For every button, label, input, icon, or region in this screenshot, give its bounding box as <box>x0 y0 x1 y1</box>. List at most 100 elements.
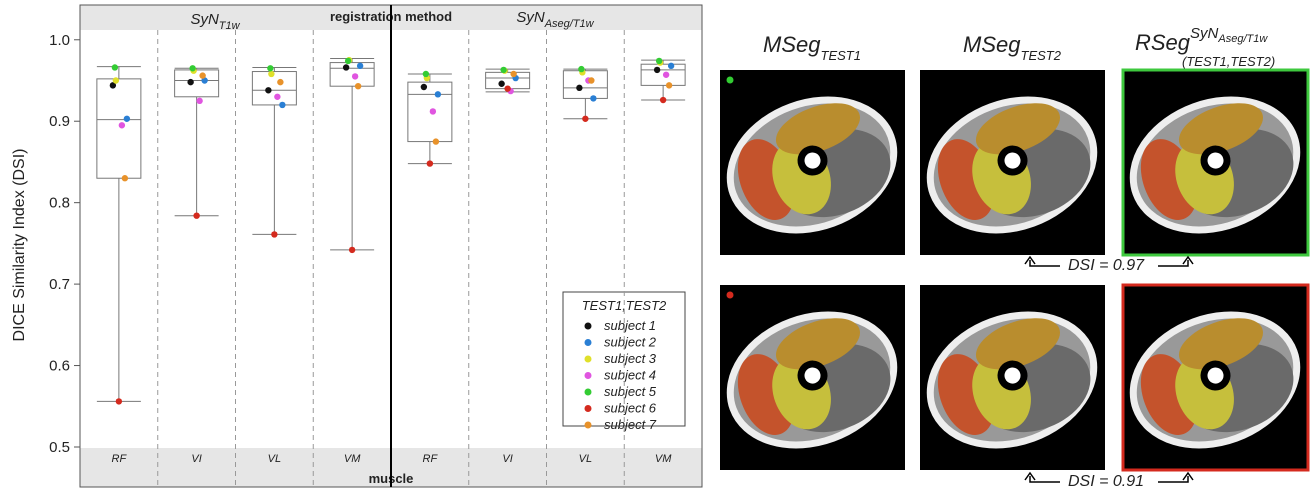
col-sup: SyN <box>1190 25 1219 42</box>
subject-point <box>343 64 349 70</box>
x-tick-label: RF <box>423 453 439 465</box>
legend-marker <box>585 422 592 429</box>
dsi-label: DSI = 0.91 <box>1068 473 1144 490</box>
group-name: SyN <box>516 9 545 26</box>
subject-point <box>265 87 271 93</box>
subject-point <box>430 108 436 114</box>
dsi-label: DSI = 0.97 <box>1068 257 1145 274</box>
box <box>252 72 296 105</box>
legend-label: subject 5 <box>604 384 657 399</box>
col-sup-sub: Aseg/T1w <box>1217 33 1268 45</box>
column-sub: (TEST1,TEST2) <box>1182 54 1275 69</box>
subject-point <box>588 77 594 83</box>
column-title: MSegTEST1 <box>763 32 861 63</box>
legend-label: subject 1 <box>604 318 656 333</box>
box <box>563 71 607 99</box>
legend-label: subject 6 <box>604 401 657 416</box>
subject-point <box>357 63 363 69</box>
col-sub: TEST2 <box>1021 48 1062 63</box>
figure: registration method muscle DICE Similari… <box>0 0 1315 491</box>
subject-point <box>660 97 666 103</box>
subject-point <box>427 160 433 166</box>
subject-point <box>500 67 506 73</box>
subject-point <box>421 84 427 90</box>
subject-point <box>656 58 662 64</box>
subject-point <box>268 71 274 77</box>
subject-point <box>576 85 582 91</box>
x-tick-label: VL <box>579 453 592 465</box>
subject-point <box>654 67 660 73</box>
subject-point <box>433 138 439 144</box>
subject-point <box>196 98 202 104</box>
subject-point <box>498 81 504 87</box>
y-tick-label: 1.0 <box>49 32 70 49</box>
column-title: MSegTEST2 <box>963 32 1062 63</box>
legend-marker <box>585 405 592 412</box>
subject-point <box>124 116 130 122</box>
group-sub: Aseg/T1w <box>544 18 595 30</box>
subject-point <box>590 95 596 101</box>
subject-point <box>189 65 195 71</box>
x-tick-label: VL <box>268 453 281 465</box>
subject-point <box>504 85 510 91</box>
subject-point <box>582 116 588 122</box>
legend-label: subject 7 <box>604 417 657 432</box>
subject-point <box>277 79 283 85</box>
x-tick-label: VM <box>655 453 672 465</box>
row-dot <box>727 77 734 84</box>
subject-point <box>423 71 429 77</box>
y-tick-label: 0.7 <box>49 276 70 293</box>
subject-point <box>345 58 351 64</box>
col-sub: TEST1 <box>821 48 861 63</box>
legend-label: subject 2 <box>604 335 657 350</box>
y-tick-label: 0.8 <box>49 195 70 212</box>
subject-point <box>355 83 361 89</box>
legend-marker <box>585 323 592 330</box>
legend-label: subject 4 <box>604 368 656 383</box>
subject-point <box>510 71 516 77</box>
col-name: MSeg <box>763 32 821 57</box>
legend-marker <box>585 372 592 379</box>
column-title: RSegSyNAseg/T1w <box>1135 25 1268 55</box>
subject-point <box>352 73 358 79</box>
y-tick-label: 0.6 <box>49 358 70 375</box>
subject-point <box>666 82 672 88</box>
subject-point <box>668 63 674 69</box>
x-tick-label: VM <box>344 453 361 465</box>
subject-point <box>349 247 355 253</box>
subject-point <box>279 102 285 108</box>
legend-label: subject 3 <box>604 351 657 366</box>
col-name: MSeg <box>963 32 1021 57</box>
legend-marker <box>585 356 592 363</box>
subject-point <box>112 64 118 70</box>
box <box>330 63 374 87</box>
subject-point <box>193 212 199 218</box>
subject-point <box>274 94 280 100</box>
x-tick-label: VI <box>191 453 201 465</box>
group-name: SyN <box>190 11 219 28</box>
y-axis-label: DICE Similarity Index (DSI) <box>11 149 28 342</box>
row-dot <box>727 292 734 299</box>
x-tick-label: VI <box>502 453 512 465</box>
box <box>97 79 141 178</box>
box <box>175 70 219 97</box>
col-name: RSeg <box>1135 30 1191 55</box>
subject-point <box>271 231 277 237</box>
subject-point <box>187 79 193 85</box>
subject-point <box>113 77 119 83</box>
subject-point <box>199 72 205 78</box>
subject-point <box>435 91 441 97</box>
x-tick-label: RF <box>112 453 128 465</box>
subject-point <box>122 175 128 181</box>
subject-point <box>267 65 273 71</box>
subject-point <box>116 398 122 404</box>
y-tick-label: 0.9 <box>49 113 70 130</box>
image-grid <box>712 70 1315 470</box>
y-tick-label: 0.5 <box>49 439 70 456</box>
subject-point <box>119 122 125 128</box>
group-sub: T1w <box>219 20 241 32</box>
subject-point <box>663 72 669 78</box>
legend-marker <box>585 389 592 396</box>
legend-marker <box>585 339 592 346</box>
subject-point <box>578 66 584 72</box>
